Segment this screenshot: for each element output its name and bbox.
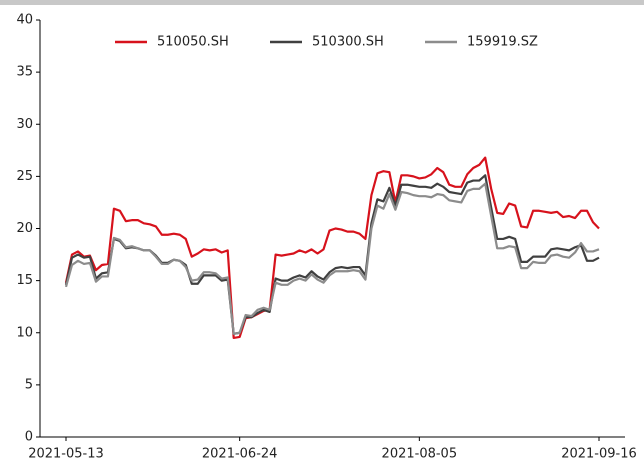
x-tick-label: 2021-09-16 <box>561 447 637 462</box>
y-tick-label: 15 <box>16 273 33 288</box>
x-tick-label: 2021-06-24 <box>202 447 278 462</box>
y-tick-label: 35 <box>16 65 33 80</box>
y-tick-label: 25 <box>16 169 33 184</box>
y-tick-label: 10 <box>16 325 33 340</box>
x-tick-label: 2021-05-13 <box>28 447 104 462</box>
line-series <box>64 174 600 335</box>
legend-label: 510050.SH <box>157 35 229 50</box>
x-tick-label: 2021-08-05 <box>382 447 458 462</box>
y-tick-label: 20 <box>16 221 33 236</box>
y-tick-label: 0 <box>25 430 33 445</box>
line-series <box>64 182 600 335</box>
line-series <box>64 156 600 340</box>
y-tick-label: 5 <box>25 377 33 392</box>
legend-label: 510300.SH <box>312 35 384 50</box>
top-bar <box>0 0 644 5</box>
legend-label: 159919.SZ <box>467 35 538 50</box>
y-tick-label: 40 <box>16 13 33 28</box>
y-tick-label: 30 <box>16 117 33 132</box>
